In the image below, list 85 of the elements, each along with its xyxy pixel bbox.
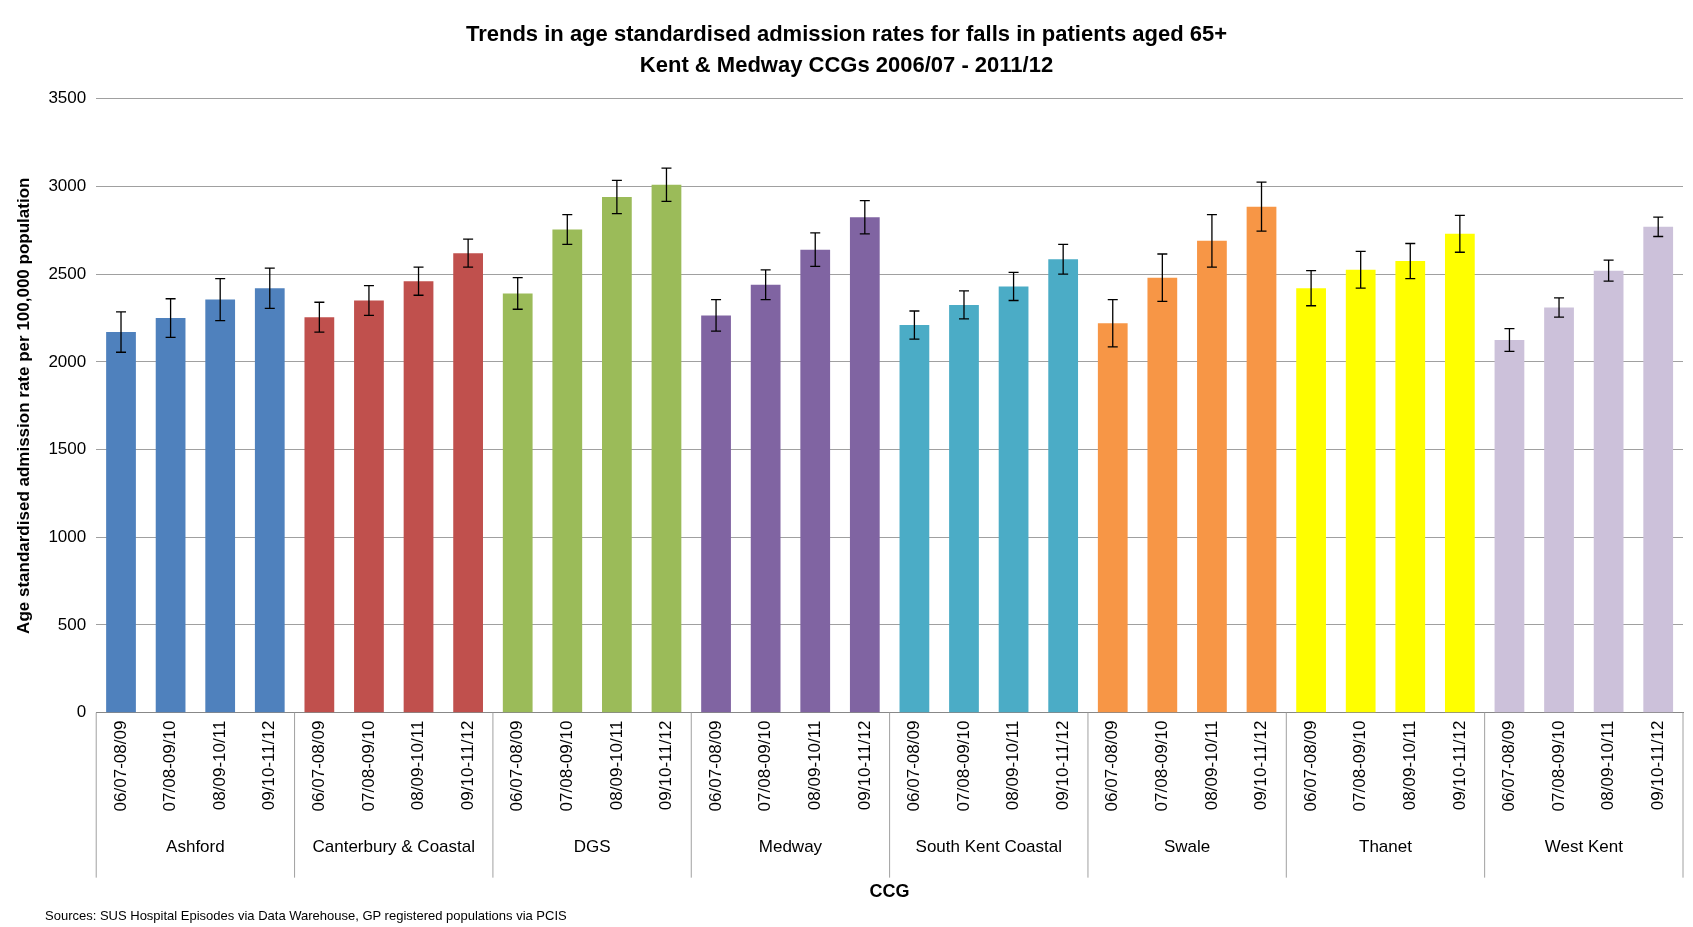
- y-tick-label: 0: [76, 702, 87, 722]
- bar: [949, 304, 979, 713]
- bar: [602, 197, 632, 713]
- x-tick-label: 08/09-10/11: [209, 720, 229, 811]
- x-tick-label: 08/09-10/11: [804, 720, 824, 811]
- text: Swale: [1163, 836, 1211, 856]
- y-tick-label: 2000: [48, 351, 87, 371]
- x-tick-label: 06/07-08/09: [1499, 720, 1519, 812]
- x-tick-label: 09/10-11/12: [259, 720, 279, 811]
- bar: [254, 288, 285, 713]
- bar: [205, 299, 236, 713]
- chart-subtitle: Kent & Medway CCGs 2006/07 - 2011/12: [639, 51, 1054, 77]
- text: DGS: [573, 836, 611, 856]
- x-tick-label: 09/10-11/12: [1052, 720, 1072, 811]
- x-tick-label: 08/09-10/11: [1598, 720, 1618, 811]
- bar: [800, 249, 831, 713]
- x-tick-label: 07/08-09/10: [556, 720, 576, 812]
- x-tick-label: 06/07-08/09: [309, 720, 329, 812]
- bar: [1444, 233, 1475, 713]
- bar: [1097, 323, 1128, 713]
- bar: [354, 300, 384, 713]
- x-tick-label: 08/09-10/11: [1003, 720, 1023, 811]
- x-tick-label: 08/09-10/11: [408, 720, 428, 811]
- bar: [651, 184, 682, 713]
- x-tick-label: 07/08-09/10: [1548, 720, 1568, 812]
- y-tick-label: 3500: [48, 88, 87, 108]
- y-tick-label: 2500: [48, 263, 87, 283]
- bar: [1593, 270, 1624, 713]
- x-tick-label: 07/08-09/10: [160, 720, 180, 812]
- bar: [1147, 277, 1178, 713]
- bar: [1494, 339, 1525, 713]
- bar: [1544, 307, 1574, 713]
- bar: [1197, 240, 1227, 713]
- bar: [1048, 259, 1079, 713]
- y-tick-label: 1500: [48, 439, 87, 459]
- x-tick-label: 07/08-09/10: [755, 720, 775, 812]
- chart-title: Trends in age standardised admission rates for falls in patients aged 65+: [465, 21, 1228, 47]
- bar: [1296, 288, 1326, 713]
- x-tick-label: 08/09-10/11: [1201, 720, 1221, 811]
- bar: [701, 315, 731, 713]
- bar: [1643, 226, 1674, 713]
- bar: [899, 325, 930, 713]
- x-tick-label: 09/10-11/12: [457, 720, 477, 811]
- x-tick-label: 08/09-10/11: [606, 720, 626, 811]
- source-note: Sources: SUS Hospital Episodes via Data Warehouse, GP registered populations via PCIS: [45, 908, 568, 924]
- x-tick-label: 09/10-11/12: [1647, 720, 1667, 811]
- text: Thanet: [1359, 836, 1413, 856]
- bar: [750, 284, 781, 713]
- x-tick-label: 08/09-10/11: [1399, 720, 1419, 811]
- x-tick-label: 09/10-11/12: [1449, 720, 1469, 811]
- x-tick-label: 06/07-08/09: [1102, 720, 1122, 812]
- text: South Kent Coastal: [915, 836, 1063, 856]
- y-tick-label: 500: [57, 614, 87, 634]
- text: Canterbury & Coastal: [312, 836, 476, 856]
- x-tick-label: 06/07-08/09: [110, 720, 130, 812]
- bar: [453, 253, 483, 713]
- bar: [998, 286, 1029, 713]
- x-tick-label: 07/08-09/10: [358, 720, 378, 812]
- y-axis-title: Age standardised admission rate per 100,000 population: [13, 177, 33, 634]
- y-tick-label: 1000: [48, 526, 87, 546]
- bar: [304, 317, 335, 713]
- x-tick-label: 06/07-08/09: [705, 720, 725, 812]
- bar: [1395, 261, 1426, 713]
- bar: [403, 281, 434, 713]
- x-tick-label: 07/08-09/10: [1350, 720, 1370, 812]
- x-tick-label: 06/07-08/09: [1300, 720, 1320, 812]
- x-tick-label: 06/07-08/09: [904, 720, 924, 812]
- x-axis-title: CCG: [869, 881, 910, 902]
- bar: [502, 293, 533, 713]
- x-tick-label: 06/07-08/09: [507, 720, 527, 812]
- text: Ashford: [166, 836, 225, 856]
- x-tick-label: 07/08-09/10: [953, 720, 973, 812]
- y-tick-label: 3000: [48, 176, 87, 196]
- bar: [1345, 269, 1376, 713]
- text: West Kent: [1544, 836, 1624, 856]
- bar: [1246, 206, 1277, 713]
- x-tick-label: 09/10-11/12: [854, 720, 874, 811]
- bar: [849, 217, 880, 713]
- bar: [155, 318, 186, 713]
- x-tick-label: 09/10-11/12: [1251, 720, 1271, 811]
- bar: [552, 229, 583, 713]
- x-tick-label: 09/10-11/12: [656, 720, 676, 811]
- text: Medway: [758, 836, 823, 856]
- x-tick-label: 07/08-09/10: [1152, 720, 1172, 812]
- bar: [106, 332, 136, 713]
